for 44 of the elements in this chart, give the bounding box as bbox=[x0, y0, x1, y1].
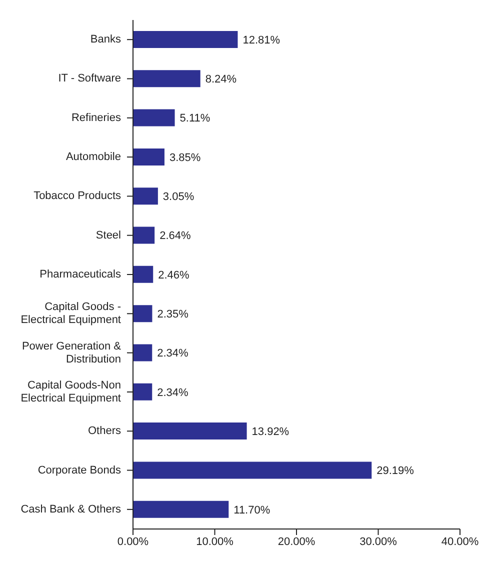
bar bbox=[133, 383, 152, 400]
x-tick-label: 40.00% bbox=[441, 536, 479, 548]
y-tick-label: Tobacco Products bbox=[34, 190, 122, 202]
data-label: 2.35% bbox=[157, 308, 189, 320]
data-label: 13.92% bbox=[252, 426, 290, 438]
data-label: 2.34% bbox=[157, 348, 189, 360]
bar bbox=[133, 462, 372, 479]
data-label: 2.46% bbox=[158, 269, 190, 282]
data-label: 2.64% bbox=[160, 230, 191, 242]
data-label: 29.19% bbox=[376, 465, 414, 478]
data-label: 3.85% bbox=[169, 152, 201, 164]
y-tick-label: Banks bbox=[90, 34, 122, 46]
x-tick-label: 0.00% bbox=[117, 536, 149, 548]
y-tick-label: Pharmaceuticals bbox=[40, 268, 122, 280]
y-tick-label: Corporate Bonds bbox=[38, 464, 122, 476]
data-label: 2.34% bbox=[157, 386, 189, 399]
y-tick-label: Steel bbox=[96, 229, 121, 242]
y-tick-label: Refineries bbox=[71, 112, 122, 124]
bar bbox=[133, 305, 152, 322]
y-tick-label: Others bbox=[88, 425, 122, 438]
data-label: 11.70% bbox=[234, 504, 270, 516]
y-tick-label: Capital Goods - Electrical Equipment bbox=[20, 301, 122, 326]
bar bbox=[133, 70, 200, 88]
y-tick-label: IT - Software bbox=[58, 72, 121, 85]
x-tick-label: 30.00% bbox=[360, 536, 398, 548]
y-tick-label: Automobile bbox=[66, 151, 121, 164]
bar bbox=[133, 500, 229, 518]
data-label: 12.81% bbox=[242, 34, 280, 46]
bar bbox=[133, 226, 155, 244]
y-tick-label: Capital Goods-Non Electrical Equipment bbox=[20, 379, 121, 404]
data-label: 3.05% bbox=[162, 191, 194, 204]
y-tick-label: Power Generation & Distribution bbox=[22, 340, 122, 366]
x-tick-label: 20.00% bbox=[278, 536, 316, 548]
bar bbox=[133, 422, 247, 440]
bar bbox=[133, 31, 238, 48]
bar bbox=[133, 188, 158, 205]
data-label: 5.11% bbox=[180, 112, 210, 125]
bar bbox=[133, 148, 164, 166]
data-label: 8.24% bbox=[205, 74, 237, 86]
y-tick-label: Cash Bank & Others bbox=[20, 503, 122, 516]
bar bbox=[133, 344, 152, 362]
x-tick-label: 10.00% bbox=[196, 536, 234, 548]
bar bbox=[133, 109, 175, 126]
bar bbox=[133, 266, 154, 283]
